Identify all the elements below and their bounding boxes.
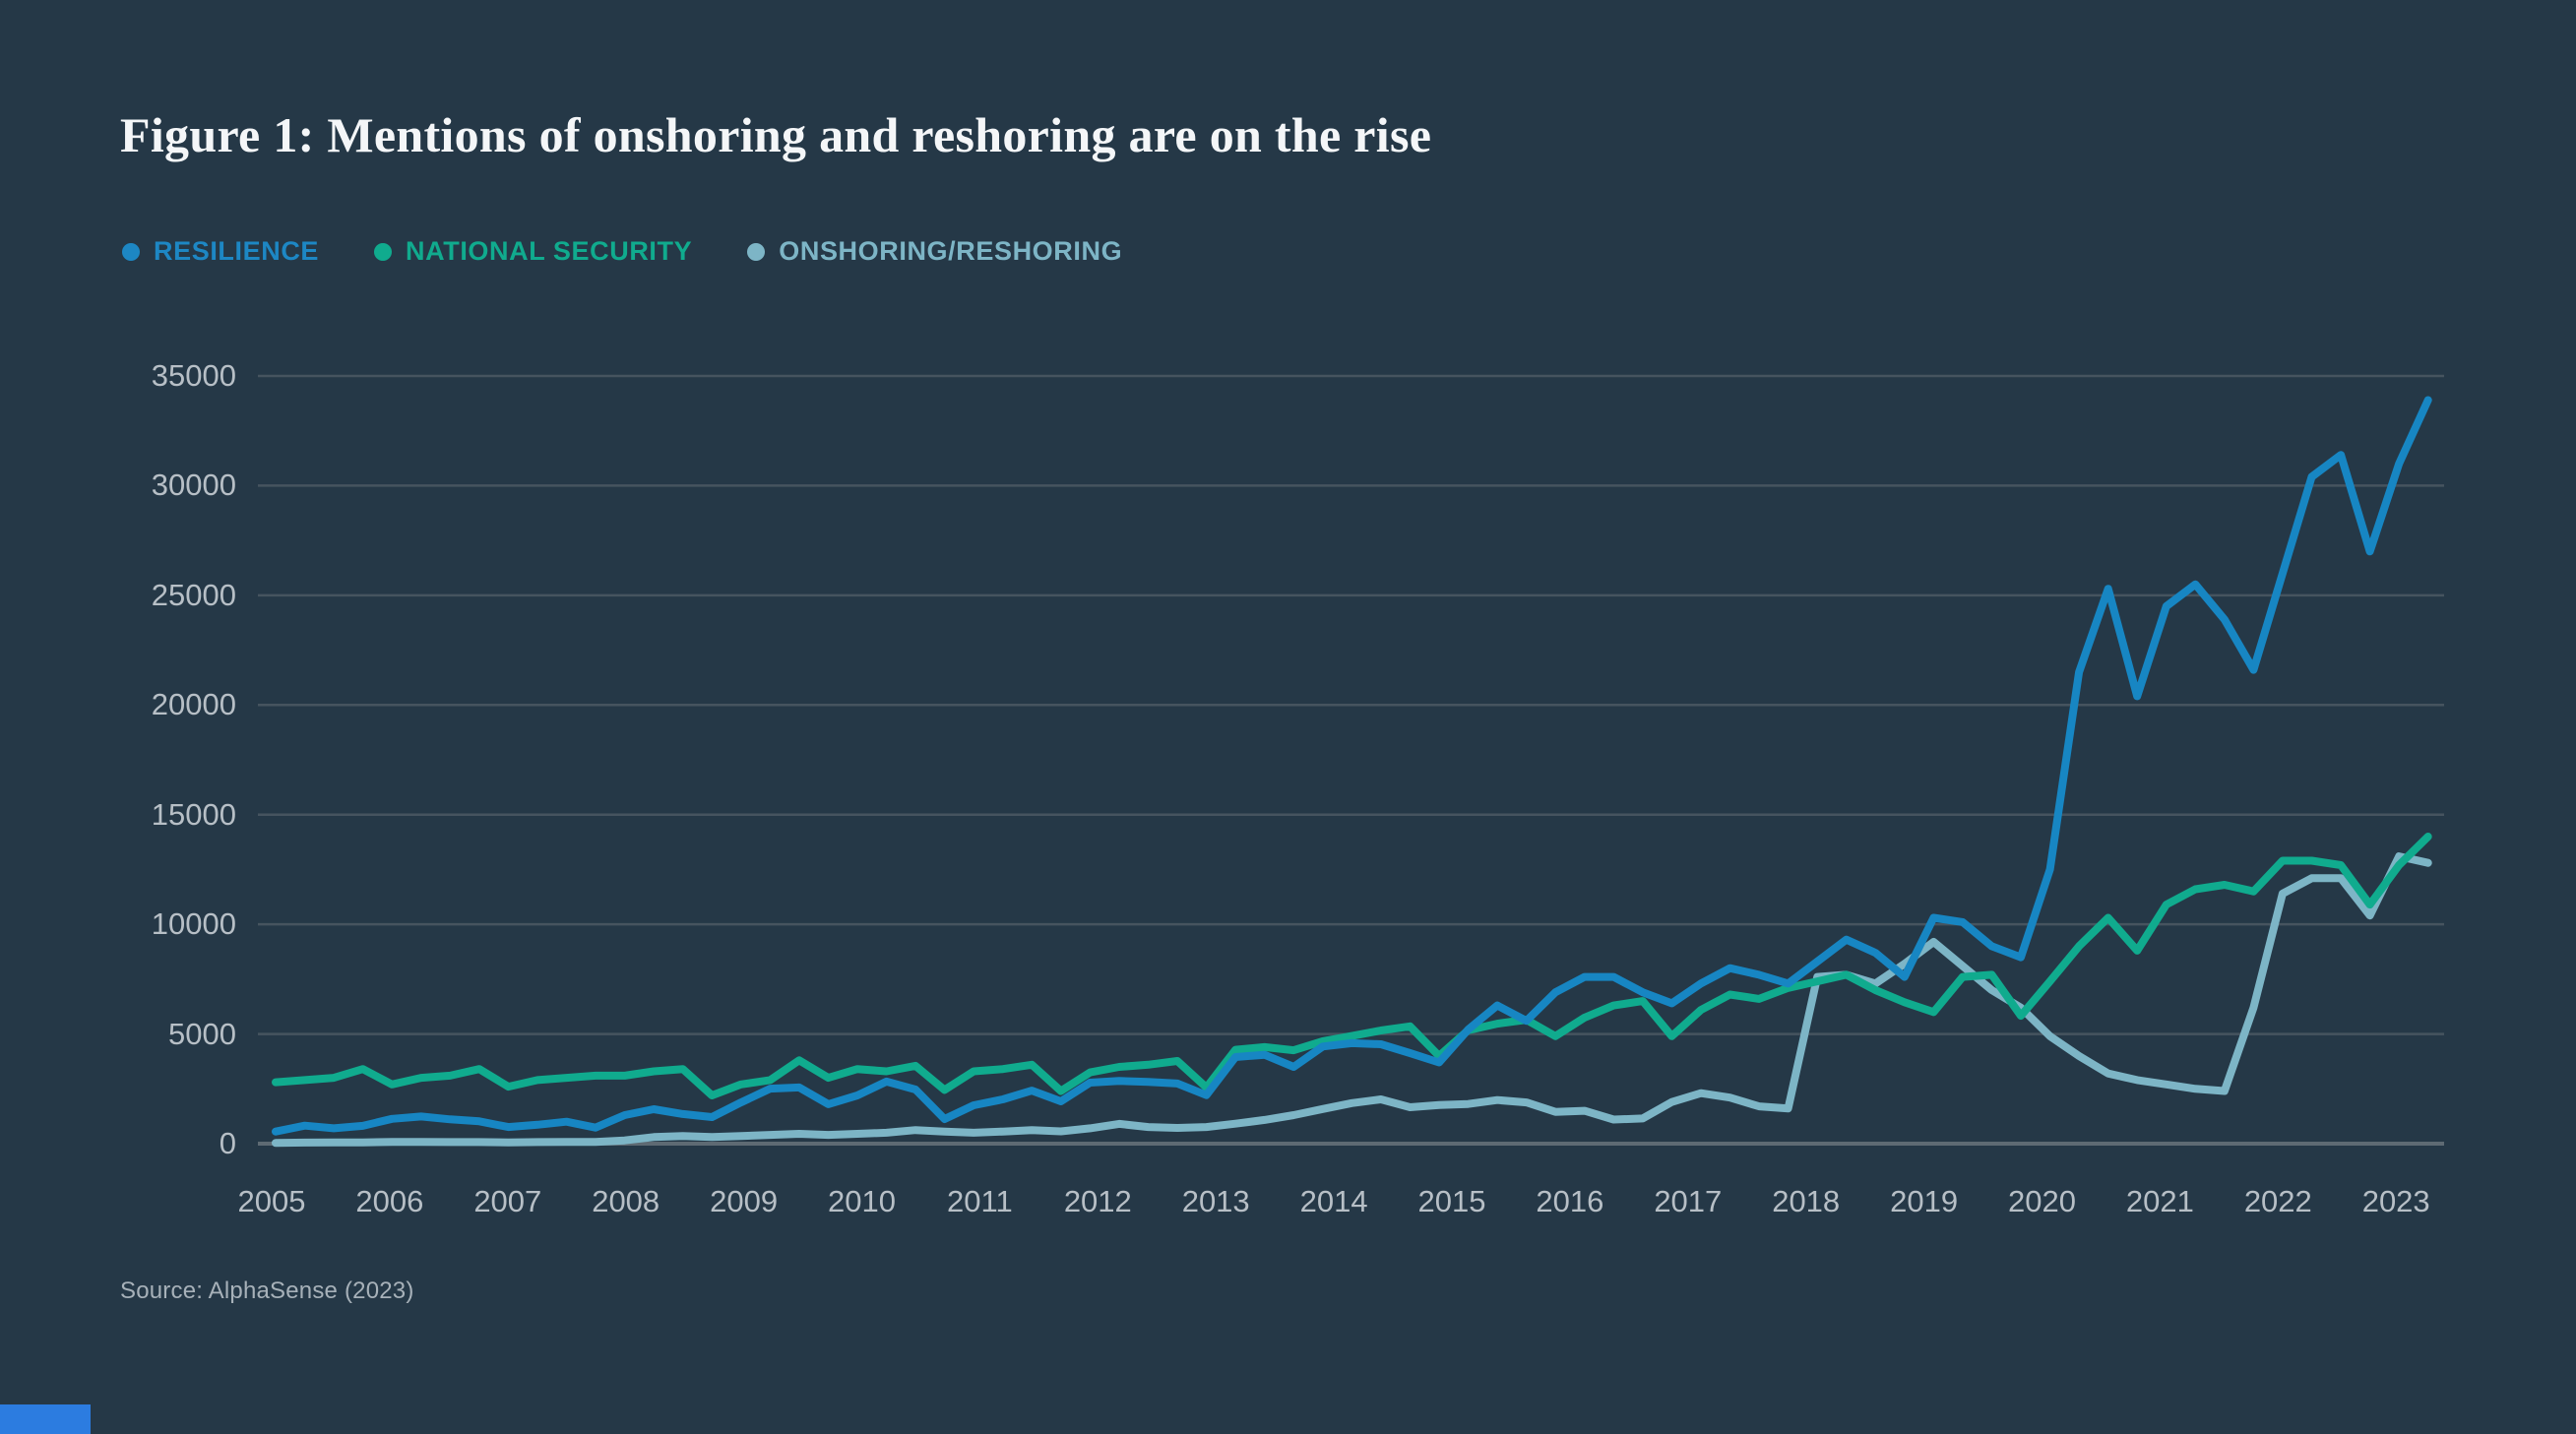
x-tick-label-2009: 2009 bbox=[710, 1184, 779, 1218]
x-tick-label-2007: 2007 bbox=[473, 1184, 542, 1218]
legend-label: RESILIENCE bbox=[154, 236, 320, 266]
legend: RESILIENCE NATIONAL SECURITY ONSHORING/RES… bbox=[122, 236, 1122, 267]
series-line-resilience bbox=[272, 396, 2432, 1136]
x-tick-label-2022: 2022 bbox=[2243, 1184, 2312, 1218]
y-tick-label: 35000 bbox=[151, 357, 236, 393]
y-tick-label: 10000 bbox=[151, 906, 236, 942]
y-tick-label: 25000 bbox=[151, 577, 236, 612]
y-tick-label: 15000 bbox=[151, 796, 236, 832]
x-tick-label-2014: 2014 bbox=[1299, 1184, 1368, 1218]
x-tick-label-2015: 2015 bbox=[1417, 1184, 1486, 1218]
legend-item-national-security: NATIONAL SECURITY bbox=[374, 236, 692, 267]
x-tick-label-2023: 2023 bbox=[2361, 1184, 2430, 1218]
y-tick-label: 5000 bbox=[168, 1016, 236, 1051]
x-tick-label-2018: 2018 bbox=[1772, 1184, 1841, 1218]
legend-label: NATIONAL SECURITY bbox=[406, 236, 693, 266]
y-tick-label: 20000 bbox=[151, 687, 236, 722]
x-tick-label-2020: 2020 bbox=[2008, 1184, 2076, 1218]
x-tick-label-2019: 2019 bbox=[1890, 1184, 1959, 1218]
series-line-onshoring-reshoring bbox=[272, 852, 2432, 1148]
x-tick-label-2005: 2005 bbox=[237, 1184, 306, 1218]
y-tick-label: 30000 bbox=[151, 468, 236, 503]
source-note: Source: AlphaSense (2023) bbox=[120, 1278, 414, 1304]
chart-title: Figure 1: Mentions of onshoring and resh… bbox=[120, 107, 1432, 162]
x-tick-label-2011: 2011 bbox=[947, 1184, 1013, 1218]
legend-label: ONSHORING/RESHORING bbox=[779, 236, 1123, 266]
legend-item-resilience: RESILIENCE bbox=[122, 236, 319, 267]
legend-item-onshoring-reshoring: ONSHORING/RESHORING bbox=[747, 236, 1122, 267]
x-tick-label-2012: 2012 bbox=[1063, 1184, 1132, 1218]
legend-dot-icon bbox=[747, 242, 766, 261]
x-tick-label-2008: 2008 bbox=[592, 1184, 660, 1218]
y-tick-label: 0 bbox=[219, 1126, 236, 1160]
legend-dot-icon bbox=[374, 242, 393, 261]
x-tick-label-2010: 2010 bbox=[828, 1184, 896, 1218]
x-tick-label-2017: 2017 bbox=[1654, 1184, 1723, 1218]
x-tick-label-2006: 2006 bbox=[355, 1184, 424, 1218]
series-line-national-security bbox=[272, 833, 2432, 1099]
brand-corner-bar bbox=[0, 1404, 91, 1434]
x-tick-label-2013: 2013 bbox=[1181, 1184, 1250, 1218]
x-tick-label-2021: 2021 bbox=[2125, 1184, 2194, 1218]
x-tick-label-2016: 2016 bbox=[1536, 1184, 1604, 1218]
legend-dot-icon bbox=[122, 242, 140, 261]
